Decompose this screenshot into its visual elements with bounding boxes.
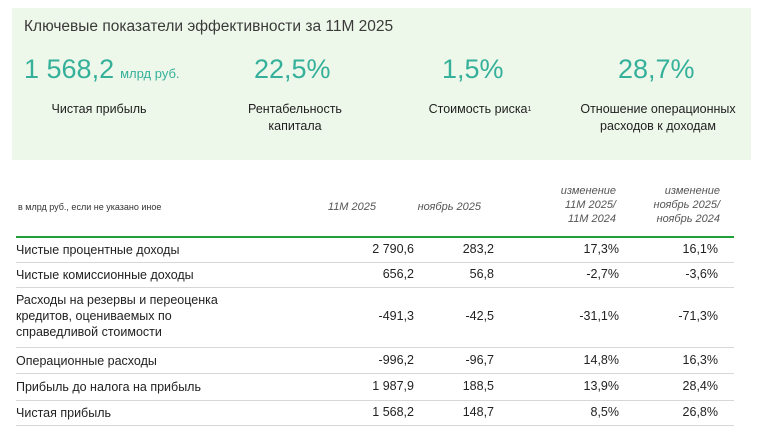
cell-change-november: -71,3% (678, 309, 718, 323)
cell-november-2025: 148,7 (462, 405, 494, 419)
table-body: Чистые процентные доходы 2 790,6 283,2 1… (16, 238, 734, 426)
cell-11m-2025: 1 987,9 (372, 379, 414, 393)
kpi-label-cost-income: Отношение операционных расходов к дохода… (580, 102, 736, 133)
cell-november-2025: 283,2 (462, 242, 494, 256)
cell-11m-2025: 2 790,6 (372, 242, 414, 256)
header-november-2025: ноябрь 2025 (417, 201, 481, 213)
kpi-label-text: Стоимость риска (428, 102, 528, 116)
kpi-panel: Ключевые показатели эффективности за 11М… (12, 8, 751, 160)
header-11m-2025: 11М 2025 (327, 201, 376, 213)
cell-change-11m: 13,9% (583, 379, 619, 393)
row-label: Расходы на резервы и переоценка кредитов… (16, 293, 218, 339)
row-label: Чистые процентные доходы (16, 243, 180, 257)
header-change-11m: изменение 11М 2025/ 11М 2024 (560, 185, 616, 225)
cell-change-11m: -31,1% (579, 309, 619, 323)
kpi-title: Ключевые показатели эффективности за 11М… (24, 18, 394, 35)
footnote-marker: 1 (527, 106, 532, 113)
kpi-label-cost-of-risk: Стоимость риска1 (415, 101, 545, 118)
kpi-value-net-profit: 1 568,2 млрд руб. (24, 54, 180, 85)
cell-change-11m: 14,8% (583, 353, 619, 367)
cell-november-2025: 188,5 (462, 379, 494, 393)
table-row: Операционные расходы -996,2 -96,7 14,8% … (16, 348, 734, 374)
cell-11m-2025: 656,2 (382, 267, 414, 281)
cell-change-november: -3,6% (685, 267, 718, 281)
kpi-value-unit: млрд руб. (120, 66, 180, 81)
kpi-value-roe: 22,5% (254, 54, 331, 84)
row-label: Прибыль до налога на прибыль (16, 380, 201, 394)
row-label: Чистые комиссионные доходы (16, 268, 194, 282)
table-row: Чистая прибыль 1 568,2 148,7 8,5% 26,8% (16, 401, 734, 426)
kpi-label-roe: Рентабельность капитала (248, 102, 342, 133)
table-row: Прибыль до налога на прибыль 1 987,9 188… (16, 374, 734, 401)
cell-change-november: 16,3% (682, 353, 718, 367)
cell-change-11m: 17,3% (583, 242, 619, 256)
cell-change-11m: -2,7% (586, 267, 619, 281)
cell-11m-2025: -491,3 (378, 309, 414, 323)
header-rule (16, 236, 734, 238)
kpi-value-number: 1 568,2 (24, 54, 115, 84)
cell-change-november: 16,1% (682, 242, 718, 256)
kpi-label-net-profit: Чистая прибыль (51, 102, 147, 116)
table-row: Расходы на резервы и переоценка кредитов… (16, 288, 734, 348)
header-change-november: изменение ноябрь 2025/ ноябрь 2024 (653, 185, 720, 225)
cell-change-11m: 8,5% (590, 405, 620, 419)
cell-11m-2025: 1 568,2 (372, 405, 414, 419)
cell-november-2025: -42,5 (465, 309, 495, 323)
row-label: Чистая прибыль (16, 406, 111, 420)
table-row: Чистые комиссионные доходы 656,2 56,8 -2… (16, 263, 734, 288)
table-header: в млрд руб., если не указано иное 11М 20… (16, 180, 734, 236)
kpi-value-cost-income: 28,7% (618, 54, 695, 84)
financial-table: в млрд руб., если не указано иное 11М 20… (16, 180, 734, 426)
table-row: Чистые процентные доходы 2 790,6 283,2 1… (16, 238, 734, 263)
kpi-value-cost-of-risk: 1,5% (442, 54, 504, 84)
header-units: в млрд руб., если не указано иное (18, 202, 162, 212)
cell-november-2025: 56,8 (469, 267, 494, 281)
row-label: Операционные расходы (16, 354, 157, 368)
cell-change-november: 28,4% (682, 379, 718, 393)
cell-november-2025: -96,7 (465, 353, 495, 367)
cell-change-november: 26,8% (682, 405, 718, 419)
cell-11m-2025: -996,2 (378, 353, 414, 367)
